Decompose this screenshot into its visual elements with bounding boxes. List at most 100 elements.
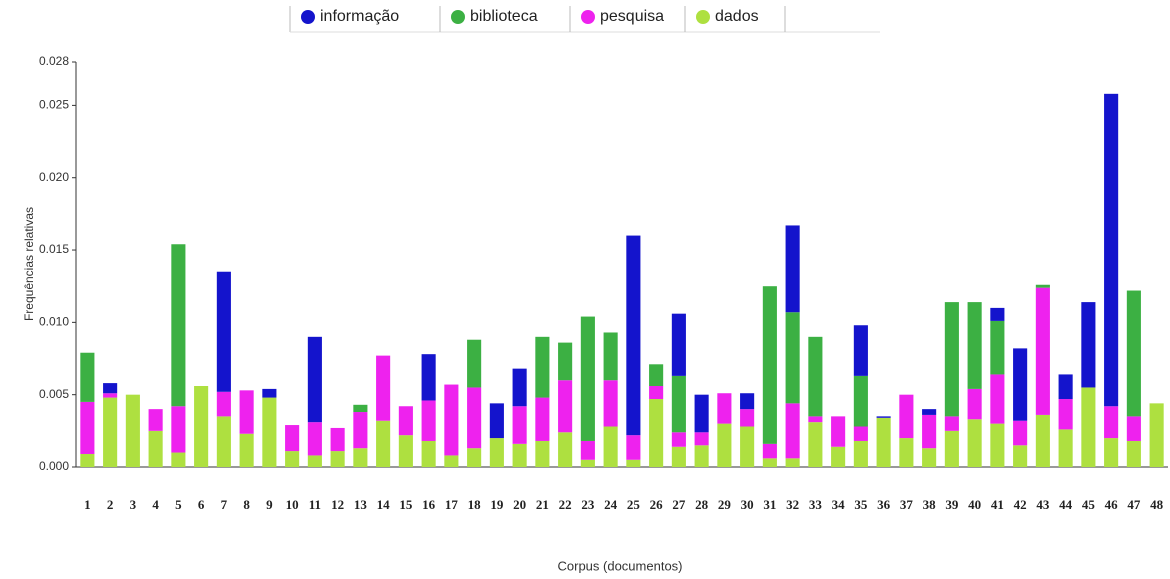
bar-segment (853, 375, 868, 427)
bar-segment (762, 443, 777, 459)
bar-segment (990, 320, 1005, 375)
bar-segment (967, 419, 982, 467)
x-tick-label: 12 (331, 497, 344, 512)
bar-segment (558, 432, 573, 467)
x-tick-label: 33 (809, 497, 823, 512)
bar-segment (785, 312, 800, 404)
bar-segment (1081, 387, 1096, 467)
bar-segment (376, 355, 391, 421)
bar-segment (1104, 406, 1119, 439)
x-tick-label: 26 (650, 497, 664, 512)
bar-segment (649, 399, 664, 467)
x-tick-label: 42 (1014, 497, 1027, 512)
bar-segment (626, 459, 641, 467)
bar-segment (603, 426, 618, 467)
bar-segment (376, 420, 391, 467)
bar-segment (967, 302, 982, 389)
x-tick-label: 17 (445, 497, 459, 512)
bar-segment (285, 451, 300, 467)
bar-segment (853, 325, 868, 376)
bar-segment (171, 452, 186, 467)
legend-label: biblioteca (470, 8, 538, 25)
y-tick-label: 0.010 (39, 315, 69, 329)
bar-segment (467, 387, 482, 449)
x-tick-label: 7 (221, 497, 228, 512)
bar-segment (922, 414, 937, 449)
bar-segment (307, 422, 322, 456)
x-tick-label: 35 (854, 497, 868, 512)
x-tick-label: 25 (627, 497, 641, 512)
bar-segment (922, 409, 937, 415)
x-tick-label: 15 (399, 497, 413, 512)
y-tick-label: 0.005 (39, 387, 69, 401)
bar-segment (603, 380, 618, 427)
bar-segment (967, 388, 982, 420)
x-tick-label: 43 (1036, 497, 1050, 512)
x-tick-label: 37 (900, 497, 914, 512)
bar-segment (853, 440, 868, 467)
bar-segment (512, 443, 527, 467)
bar-segment (1035, 287, 1050, 415)
legend-label: informação (320, 8, 399, 25)
bar-segment (262, 388, 277, 398)
bar-segment (785, 403, 800, 459)
bar-segment (489, 438, 504, 467)
bar-segment (148, 409, 163, 431)
bar-segment (1081, 302, 1096, 388)
x-tick-label: 44 (1059, 497, 1073, 512)
bar-segment (330, 451, 345, 467)
x-tick-label: 41 (991, 497, 1004, 512)
bar-segment (421, 440, 436, 467)
x-tick-label: 6 (198, 497, 205, 512)
bar-segment (512, 406, 527, 444)
x-tick-label: 21 (536, 497, 549, 512)
x-tick-label: 47 (1127, 497, 1141, 512)
legend-marker (581, 10, 595, 24)
bar-segment (740, 393, 755, 410)
bar-segment (307, 336, 322, 423)
bar-segment (1058, 429, 1073, 467)
bar-segment (808, 416, 823, 423)
x-tick-label: 34 (832, 497, 846, 512)
x-tick-label: 8 (243, 497, 250, 512)
bar-segment (353, 412, 368, 449)
x-tick-label: 38 (923, 497, 937, 512)
bar-segment (421, 354, 436, 401)
bar-segment (853, 426, 868, 441)
x-tick-label: 45 (1082, 497, 1096, 512)
x-tick-label: 27 (672, 497, 686, 512)
bar-segment (694, 394, 709, 433)
bar-segment (694, 432, 709, 446)
x-tick-label: 19 (490, 497, 504, 512)
bar-segment (148, 430, 163, 467)
y-tick-label: 0.028 (39, 54, 69, 68)
x-tick-label: 46 (1105, 497, 1119, 512)
x-tick-label: 9 (266, 497, 273, 512)
bar-segment (1104, 438, 1119, 467)
bar-segment (307, 455, 322, 467)
bar-segment (262, 397, 277, 467)
bar-segment (535, 397, 550, 441)
bar-segment (876, 417, 891, 467)
bar-segment (626, 235, 641, 436)
bar-segment (671, 375, 686, 433)
x-tick-label: 10 (286, 497, 299, 512)
bar-segment (80, 352, 95, 402)
x-tick-label: 23 (581, 497, 595, 512)
bar-segment (103, 383, 118, 394)
bar-segment (512, 368, 527, 407)
bar-segment (694, 445, 709, 467)
x-tick-label: 30 (741, 497, 754, 512)
bar-segment (1058, 374, 1073, 400)
bar-segment (535, 440, 550, 467)
bar-segment (717, 423, 732, 467)
bar-segment (330, 427, 345, 452)
bar-segment (785, 225, 800, 313)
x-tick-label: 13 (354, 497, 368, 512)
bar-segment (876, 416, 891, 418)
x-tick-label: 39 (945, 497, 959, 512)
bar-segment (990, 307, 1005, 321)
bar-segment (194, 386, 209, 467)
x-tick-label: 31 (763, 497, 776, 512)
x-tick-label: 48 (1150, 497, 1164, 512)
